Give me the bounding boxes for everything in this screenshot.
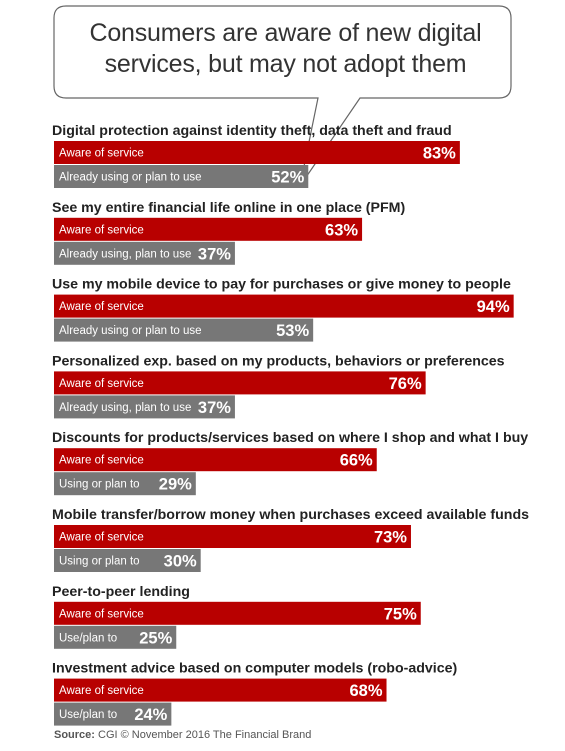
category-label: See my entire financial life online in o… [52,200,405,216]
using-bar [54,702,172,726]
using-bar [54,625,177,649]
using-bar [54,165,309,188]
data-label: 52% [271,169,304,187]
category-label: Discounts for products/services based on… [52,430,528,446]
bar-series-label: Already using or plan to use [59,325,202,337]
data-label: 24% [134,706,167,724]
data-label: 63% [325,221,358,239]
source-note: Source: CGI © November 2016 The Financia… [54,729,311,741]
category-label: Personalized exp. based on my products, … [52,353,505,369]
data-label: 83% [423,145,456,163]
bar-series-label: Aware of service [59,224,144,236]
aware-bar [54,601,421,625]
bar-series-label: Aware of service [59,148,144,160]
bar-series-label: Already using, plan to use [59,402,191,414]
bar-series-label: Use/plan to [59,632,117,644]
bar-series-label: Aware of service [59,685,144,697]
category-label: Digital protection against identity thef… [52,123,452,139]
bar-series-label: Already using or plan to use [59,172,202,184]
bar-series-label: Using or plan to [59,556,140,568]
data-label: 66% [340,452,373,470]
bar-series-label: Aware of service [59,455,144,467]
category-label: Use my mobile device to pay for purchase… [52,277,511,293]
bar-series-label: Use/plan to [59,709,117,721]
data-label: 29% [159,476,192,494]
using-bar [54,318,314,342]
data-label: 68% [349,682,382,700]
title-line-2: services, but may not adopt them [104,50,467,78]
aware-bar [54,217,363,241]
using-bar [54,241,235,265]
data-label: 30% [164,553,197,571]
bar-series-label: Already using, plan to use [59,248,191,260]
aware-bar [54,371,426,395]
bar-series-label: Aware of service [59,608,144,620]
data-label: 37% [198,245,231,263]
using-bar [54,472,196,496]
category-label: Mobile transfer/borrow money when purcha… [52,507,529,523]
title-line-1: Consumers are aware of new digital [89,19,482,47]
source-label: Source: [54,729,95,741]
bar-series-label: Aware of service [59,378,144,390]
bar-series-label: Aware of service [59,532,144,544]
data-label: 76% [389,375,422,393]
source-text: CGI © November 2016 The Financial Brand [98,729,312,741]
aware-bar [54,448,377,472]
aware-bar [54,525,411,548]
using-bar [54,549,201,572]
chart-title: Consumers are aware of new digital servi… [58,18,513,80]
category-label: Peer-to-peer lending [52,584,190,600]
aware-bar [54,678,387,702]
data-label: 25% [139,629,172,647]
bar-series-label: Aware of service [59,301,144,313]
data-label: 53% [276,322,309,340]
aware-bar [54,141,460,164]
data-label: 37% [198,399,231,417]
data-label: 75% [384,605,417,623]
category-label: Investment advice based on computer mode… [52,661,458,677]
using-bar [54,395,235,419]
bar-series-label: Using or plan to [59,479,140,491]
data-label: 73% [374,529,407,547]
data-label: 94% [477,298,510,316]
aware-bar [54,294,514,318]
